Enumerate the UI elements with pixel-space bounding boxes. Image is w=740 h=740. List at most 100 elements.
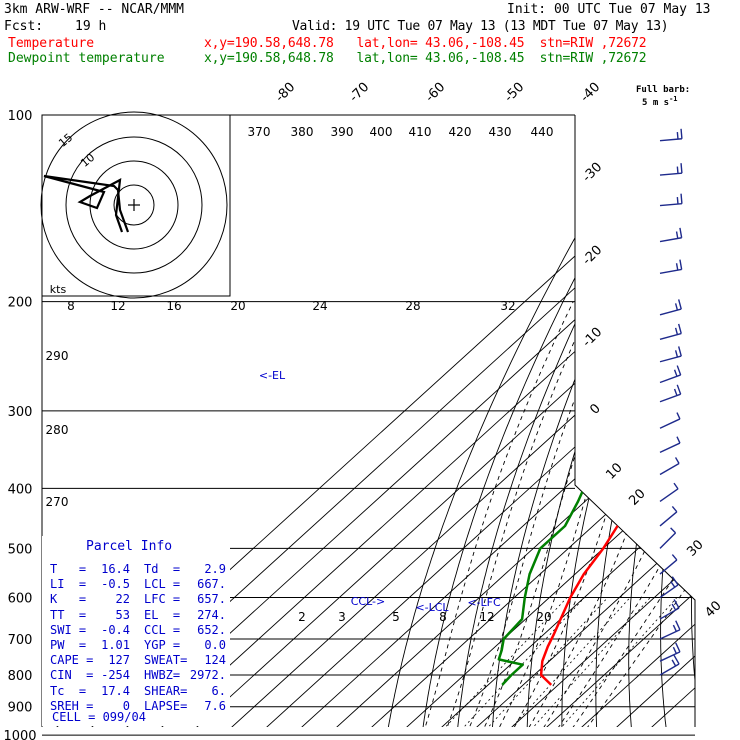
parcel-value: 22 bbox=[115, 592, 130, 607]
parcel-key: K = bbox=[50, 592, 87, 607]
parcel-info-title: Parcel Info bbox=[86, 539, 173, 554]
theta-label: 280 bbox=[46, 423, 69, 437]
wind-barb-flag bbox=[674, 303, 679, 311]
mixing-ratio-label: 32 bbox=[500, 299, 515, 313]
isotherm-label: 0 bbox=[587, 401, 603, 417]
parcel-key: LI = bbox=[50, 577, 87, 592]
parcel-row: LI = -0.5 LCL = 667. bbox=[42, 577, 230, 592]
wind-barb-flag bbox=[676, 166, 679, 174]
theta-label: 440 bbox=[531, 125, 554, 139]
wind-barb-flag bbox=[676, 436, 681, 444]
parcel-row: SWI = -0.4 CCL = 652. bbox=[42, 623, 230, 638]
wind-barb bbox=[659, 193, 683, 207]
wind-barb-staff bbox=[659, 532, 677, 549]
hodograph-ring bbox=[113, 184, 155, 226]
wind-barb-flag bbox=[676, 197, 679, 205]
isotherm-label: 40 bbox=[702, 598, 724, 620]
isotherm-label: -30 bbox=[580, 160, 606, 186]
theta-label: 290 bbox=[46, 349, 69, 363]
mixing-ratio-label: 3 bbox=[338, 610, 346, 624]
isotherm-line bbox=[628, 115, 695, 727]
parcel-value: 274. bbox=[197, 607, 226, 622]
parcel-key: Td = bbox=[144, 562, 181, 576]
parcel-value: 124 bbox=[204, 653, 226, 668]
parcel-row: K = 22 LFC = 657. bbox=[42, 592, 230, 607]
moist-adiabat-line bbox=[418, 301, 574, 727]
model-title: 3km ARW-WRF -- NCAR/MMM bbox=[4, 2, 185, 17]
wind-barb bbox=[659, 299, 682, 316]
init-time: Init: 00 UTC Tue 07 May 13 bbox=[507, 2, 711, 17]
wind-barb-staff bbox=[659, 442, 681, 454]
wind-barb-staff bbox=[659, 629, 681, 640]
isotherm-label: -10 bbox=[580, 325, 606, 351]
parcel-value: 17.4 bbox=[101, 683, 130, 698]
isotherm-label: -80 bbox=[273, 80, 299, 106]
wind-barb-flag bbox=[676, 412, 681, 420]
wind-barb-flag bbox=[675, 642, 681, 653]
wind-barb-flag bbox=[671, 506, 678, 513]
dewpoint-location-info: x,y=190.58,648.78 lat,lon= 43.06,-108.45… bbox=[204, 51, 647, 66]
isotherm-label: 10 bbox=[603, 460, 625, 482]
wind-barb-flag bbox=[672, 646, 677, 654]
moist-adiabat-line bbox=[530, 301, 695, 727]
pressure-tick-label: 100 bbox=[8, 109, 33, 124]
parcel-value: 0 bbox=[122, 698, 130, 713]
wind-barb-flag bbox=[671, 603, 677, 611]
mixing-ratio-label: 8 bbox=[67, 299, 75, 313]
parcel-row: CAPE = 127 SWEAT= 124 bbox=[42, 653, 230, 668]
isotherm-label: -60 bbox=[423, 80, 449, 106]
theta-label: 380 bbox=[291, 125, 314, 139]
parcel-key: YGP = bbox=[144, 638, 181, 652]
wind-barb bbox=[659, 599, 680, 620]
wind-barb-staff bbox=[659, 418, 681, 429]
mixing-ratio-label: 8 bbox=[439, 610, 447, 624]
parcel-row: TT = 53 EL = 274. bbox=[42, 608, 230, 623]
wind-barb bbox=[659, 227, 683, 243]
parcel-key: LAPSE= bbox=[144, 698, 188, 713]
wind-barb bbox=[659, 436, 681, 454]
temperature-legend: Temperature bbox=[8, 36, 95, 51]
parcel-value: 16.4 bbox=[101, 562, 130, 576]
wind-barb-flag bbox=[680, 128, 683, 139]
wind-barb-flag bbox=[673, 654, 680, 665]
pressure-tick-label: 500 bbox=[8, 542, 33, 557]
wind-barb-flag bbox=[670, 527, 677, 534]
pressure-tick-label: 400 bbox=[8, 482, 33, 497]
wind-barb-staff bbox=[659, 511, 678, 527]
isotherm-line bbox=[453, 115, 695, 727]
parcel-row: SREH = 0 LAPSE= 7.6 bbox=[42, 699, 230, 714]
isotherm-line bbox=[348, 115, 695, 727]
wind-barb-flag bbox=[680, 163, 683, 174]
isotherm-line bbox=[558, 115, 695, 727]
wind-barb-staff bbox=[659, 488, 679, 503]
wind-barb-flag bbox=[672, 624, 677, 632]
dry-adiabat-line bbox=[561, 115, 695, 727]
hodograph-unit-label: kts bbox=[50, 283, 67, 296]
mixing-ratio-label: 12 bbox=[479, 610, 494, 624]
wind-barb-staff bbox=[659, 138, 682, 142]
parcel-value: 127 bbox=[108, 653, 130, 668]
parcel-value: -0.4 bbox=[101, 622, 130, 637]
wind-barb-flag bbox=[679, 259, 683, 270]
wind-barb bbox=[659, 323, 682, 340]
wind-barb bbox=[659, 365, 682, 384]
parcel-key: CIN = bbox=[50, 668, 94, 683]
wind-barb bbox=[659, 457, 680, 476]
dry-adiabat-line bbox=[595, 115, 695, 727]
parcel-key: LFC = bbox=[144, 592, 181, 607]
dry-adiabat-line bbox=[419, 115, 666, 727]
moist-adiabat-line bbox=[544, 301, 695, 727]
wind-barb-flag bbox=[676, 132, 679, 140]
parcel-row: T = 16.4 Td = 2.9 bbox=[42, 562, 230, 577]
forecast-hour-value: 19 h bbox=[75, 19, 107, 34]
parcel-key: LCL = bbox=[144, 577, 181, 592]
dry-adiabat-line bbox=[628, 115, 695, 727]
parcel-value: 2972. bbox=[189, 668, 226, 683]
theta-label: 270 bbox=[46, 495, 69, 509]
wind-barb-flag bbox=[675, 620, 681, 631]
temperature-location-info: x,y=190.58,648.78 lat,lon= 43.06,-108.45… bbox=[204, 36, 647, 51]
wind-barb-staff bbox=[659, 584, 679, 599]
dry-adiabat-line bbox=[722, 115, 740, 740]
wind-barb-flag bbox=[679, 227, 683, 238]
